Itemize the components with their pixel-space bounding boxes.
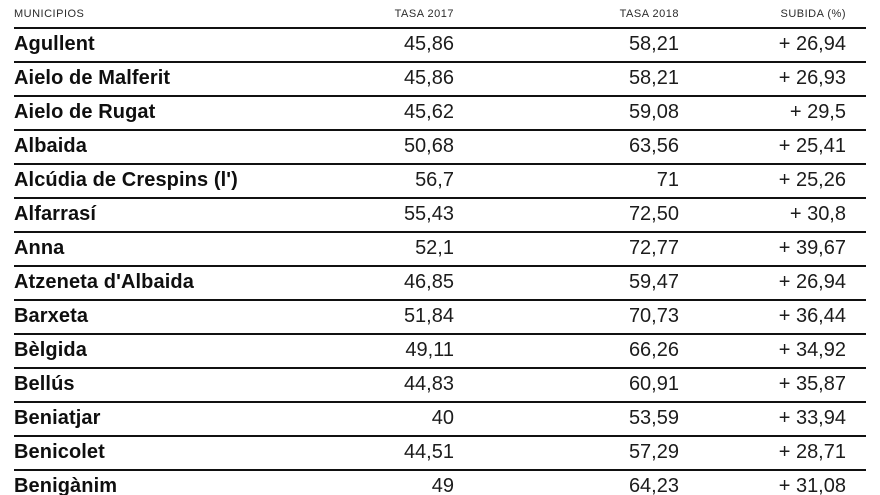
header-subida: SUBIDA (%) bbox=[679, 4, 866, 29]
municipality-cell: Aielo de Rugat bbox=[14, 96, 304, 131]
tasa-2017-cell: 49 bbox=[304, 470, 454, 495]
tasa-2018-cell: 66,26 bbox=[454, 334, 679, 369]
subida-cell: + 26,93 bbox=[679, 62, 866, 97]
tasa-2018-cell: 58,21 bbox=[454, 62, 679, 97]
tasa-2017-cell: 44,83 bbox=[304, 368, 454, 403]
table-row: Barxeta 51,84 70,73 + 36,44 bbox=[14, 300, 866, 335]
table-body: Agullent 45,86 58,21 + 26,94 Aielo de Malfer… bbox=[14, 28, 866, 495]
municipality-cell: Benicolet bbox=[14, 436, 304, 471]
subida-cell: + 28,71 bbox=[679, 436, 866, 471]
tasa-2018-cell: 59,08 bbox=[454, 96, 679, 131]
subida-cell: + 33,94 bbox=[679, 402, 866, 437]
tasa-2017-cell: 46,85 bbox=[304, 266, 454, 301]
tasa-2018-cell: 70,73 bbox=[454, 300, 679, 335]
table-row: Atzeneta d'Albaida 46,85 59,47 + 26,94 bbox=[14, 266, 866, 301]
tasa-2018-cell: 63,56 bbox=[454, 130, 679, 165]
tasa-2017-cell: 45,62 bbox=[304, 96, 454, 131]
header-tasa-2017: TASA 2017 bbox=[304, 4, 454, 29]
municipal-tax-table: MUNICIPIOS TASA 2017 TASA 2018 SUBIDA (%… bbox=[14, 4, 866, 495]
tasa-2018-cell: 58,21 bbox=[454, 28, 679, 63]
tasa-2018-cell: 72,77 bbox=[454, 232, 679, 267]
table-row: Aielo de Rugat 45,62 59,08 + 29,5 bbox=[14, 96, 866, 131]
subida-cell: + 36,44 bbox=[679, 300, 866, 335]
tasa-2017-cell: 44,51 bbox=[304, 436, 454, 471]
tasa-2017-cell: 49,11 bbox=[304, 334, 454, 369]
municipality-cell: Bellús bbox=[14, 368, 304, 403]
subida-cell: + 35,87 bbox=[679, 368, 866, 403]
table-header: MUNICIPIOS TASA 2017 TASA 2018 SUBIDA (%… bbox=[14, 4, 866, 29]
tasa-2017-cell: 50,68 bbox=[304, 130, 454, 165]
tasa-2017-cell: 40 bbox=[304, 402, 454, 437]
municipality-cell: Beniatjar bbox=[14, 402, 304, 437]
municipality-cell: Alcúdia de Crespins (l') bbox=[14, 164, 304, 199]
subida-cell: + 26,94 bbox=[679, 266, 866, 301]
tasa-2018-cell: 59,47 bbox=[454, 266, 679, 301]
tasa-2017-cell: 52,1 bbox=[304, 232, 454, 267]
municipality-cell: Anna bbox=[14, 232, 304, 267]
subida-cell: + 31,08 bbox=[679, 470, 866, 495]
tasa-2017-cell: 55,43 bbox=[304, 198, 454, 233]
municipality-cell: Bèlgida bbox=[14, 334, 304, 369]
tasa-2018-cell: 60,91 bbox=[454, 368, 679, 403]
table-row: Alfarrasí 55,43 72,50 + 30,8 bbox=[14, 198, 866, 233]
tasa-2018-cell: 64,23 bbox=[454, 470, 679, 495]
municipality-cell: Alfarrasí bbox=[14, 198, 304, 233]
tasa-2017-cell: 45,86 bbox=[304, 62, 454, 97]
subida-cell: + 26,94 bbox=[679, 28, 866, 63]
tasa-2018-cell: 57,29 bbox=[454, 436, 679, 471]
header-row: MUNICIPIOS TASA 2017 TASA 2018 SUBIDA (%… bbox=[14, 4, 866, 29]
table-row: Albaida 50,68 63,56 + 25,41 bbox=[14, 130, 866, 165]
municipality-cell: Albaida bbox=[14, 130, 304, 165]
header-municipios: MUNICIPIOS bbox=[14, 4, 304, 29]
tasa-2018-cell: 72,50 bbox=[454, 198, 679, 233]
municipality-cell: Atzeneta d'Albaida bbox=[14, 266, 304, 301]
table-row: Anna 52,1 72,77 + 39,67 bbox=[14, 232, 866, 267]
table-row: Agullent 45,86 58,21 + 26,94 bbox=[14, 28, 866, 63]
municipality-cell: Barxeta bbox=[14, 300, 304, 335]
table-row: Aielo de Malferit 45,86 58,21 + 26,93 bbox=[14, 62, 866, 97]
municipality-cell: Agullent bbox=[14, 28, 304, 63]
subida-cell: + 39,67 bbox=[679, 232, 866, 267]
table-row: Bèlgida 49,11 66,26 + 34,92 bbox=[14, 334, 866, 369]
tasa-2017-cell: 51,84 bbox=[304, 300, 454, 335]
subida-cell: + 25,41 bbox=[679, 130, 866, 165]
tasa-2018-cell: 71 bbox=[454, 164, 679, 199]
subida-cell: + 30,8 bbox=[679, 198, 866, 233]
tasa-2017-cell: 45,86 bbox=[304, 28, 454, 63]
subida-cell: + 34,92 bbox=[679, 334, 866, 369]
tasa-2018-cell: 53,59 bbox=[454, 402, 679, 437]
municipality-cell: Aielo de Malferit bbox=[14, 62, 304, 97]
table-row: Bellús 44,83 60,91 + 35,87 bbox=[14, 368, 866, 403]
municipality-cell: Benigànim bbox=[14, 470, 304, 495]
header-tasa-2018: TASA 2018 bbox=[454, 4, 679, 29]
table-row: Beniatjar 40 53,59 + 33,94 bbox=[14, 402, 866, 437]
tasa-2017-cell: 56,7 bbox=[304, 164, 454, 199]
table-row: Alcúdia de Crespins (l') 56,7 71 + 25,26 bbox=[14, 164, 866, 199]
subida-cell: + 25,26 bbox=[679, 164, 866, 199]
table-row: Benicolet 44,51 57,29 + 28,71 bbox=[14, 436, 866, 471]
table-row: Benigànim 49 64,23 + 31,08 bbox=[14, 470, 866, 495]
subida-cell: + 29,5 bbox=[679, 96, 866, 131]
